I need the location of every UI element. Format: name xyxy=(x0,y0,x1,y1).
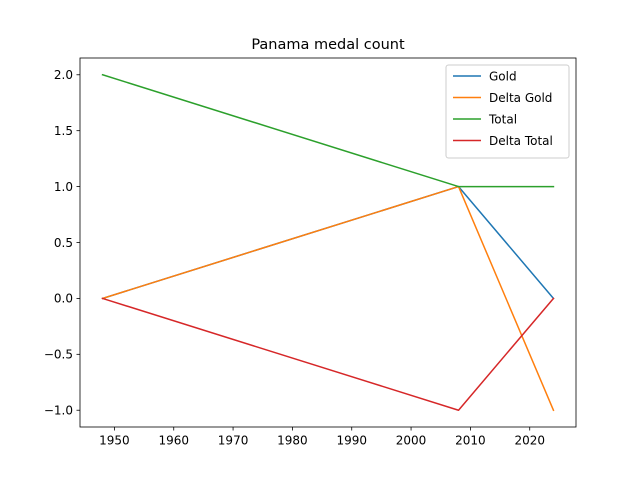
legend: Gold Delta Gold Total Delta Total xyxy=(445,64,570,159)
series-line-delta-total xyxy=(101,297,555,411)
y-axis: −1.0 −0.5 0.0 0.5 1.0 1.5 2.0 xyxy=(44,68,80,418)
y-tick-label: −0.5 xyxy=(44,348,73,362)
x-tick-label: 1990 xyxy=(336,434,367,448)
legend-label: Total xyxy=(488,112,517,126)
legend-box xyxy=(445,64,570,159)
y-tick-label: −1.0 xyxy=(44,404,73,418)
x-tick-label: 2010 xyxy=(455,434,486,448)
x-axis: 1950 1960 1970 1980 1990 2000 2010 2020 xyxy=(99,427,545,448)
x-tick-label: 2000 xyxy=(396,434,427,448)
y-tick-label: 2.0 xyxy=(54,68,73,82)
x-tick-label: 1970 xyxy=(218,434,249,448)
y-tick-label: 0.5 xyxy=(54,236,73,250)
chart-title: Panama medal count xyxy=(251,37,405,53)
y-tick-label: 0.0 xyxy=(54,292,73,306)
x-tick-label: 1950 xyxy=(99,434,130,448)
legend-label: Delta Gold xyxy=(489,91,552,105)
x-tick-label: 1980 xyxy=(277,434,308,448)
legend-label: Gold xyxy=(489,69,517,83)
x-tick-label: 2020 xyxy=(514,434,545,448)
legend-label: Delta Total xyxy=(489,134,553,148)
y-tick-label: 1.5 xyxy=(54,124,73,138)
x-tick-label: 1960 xyxy=(158,434,189,448)
series-layer xyxy=(101,73,555,412)
y-tick-label: 1.0 xyxy=(54,180,73,194)
series-line-total xyxy=(101,73,555,188)
